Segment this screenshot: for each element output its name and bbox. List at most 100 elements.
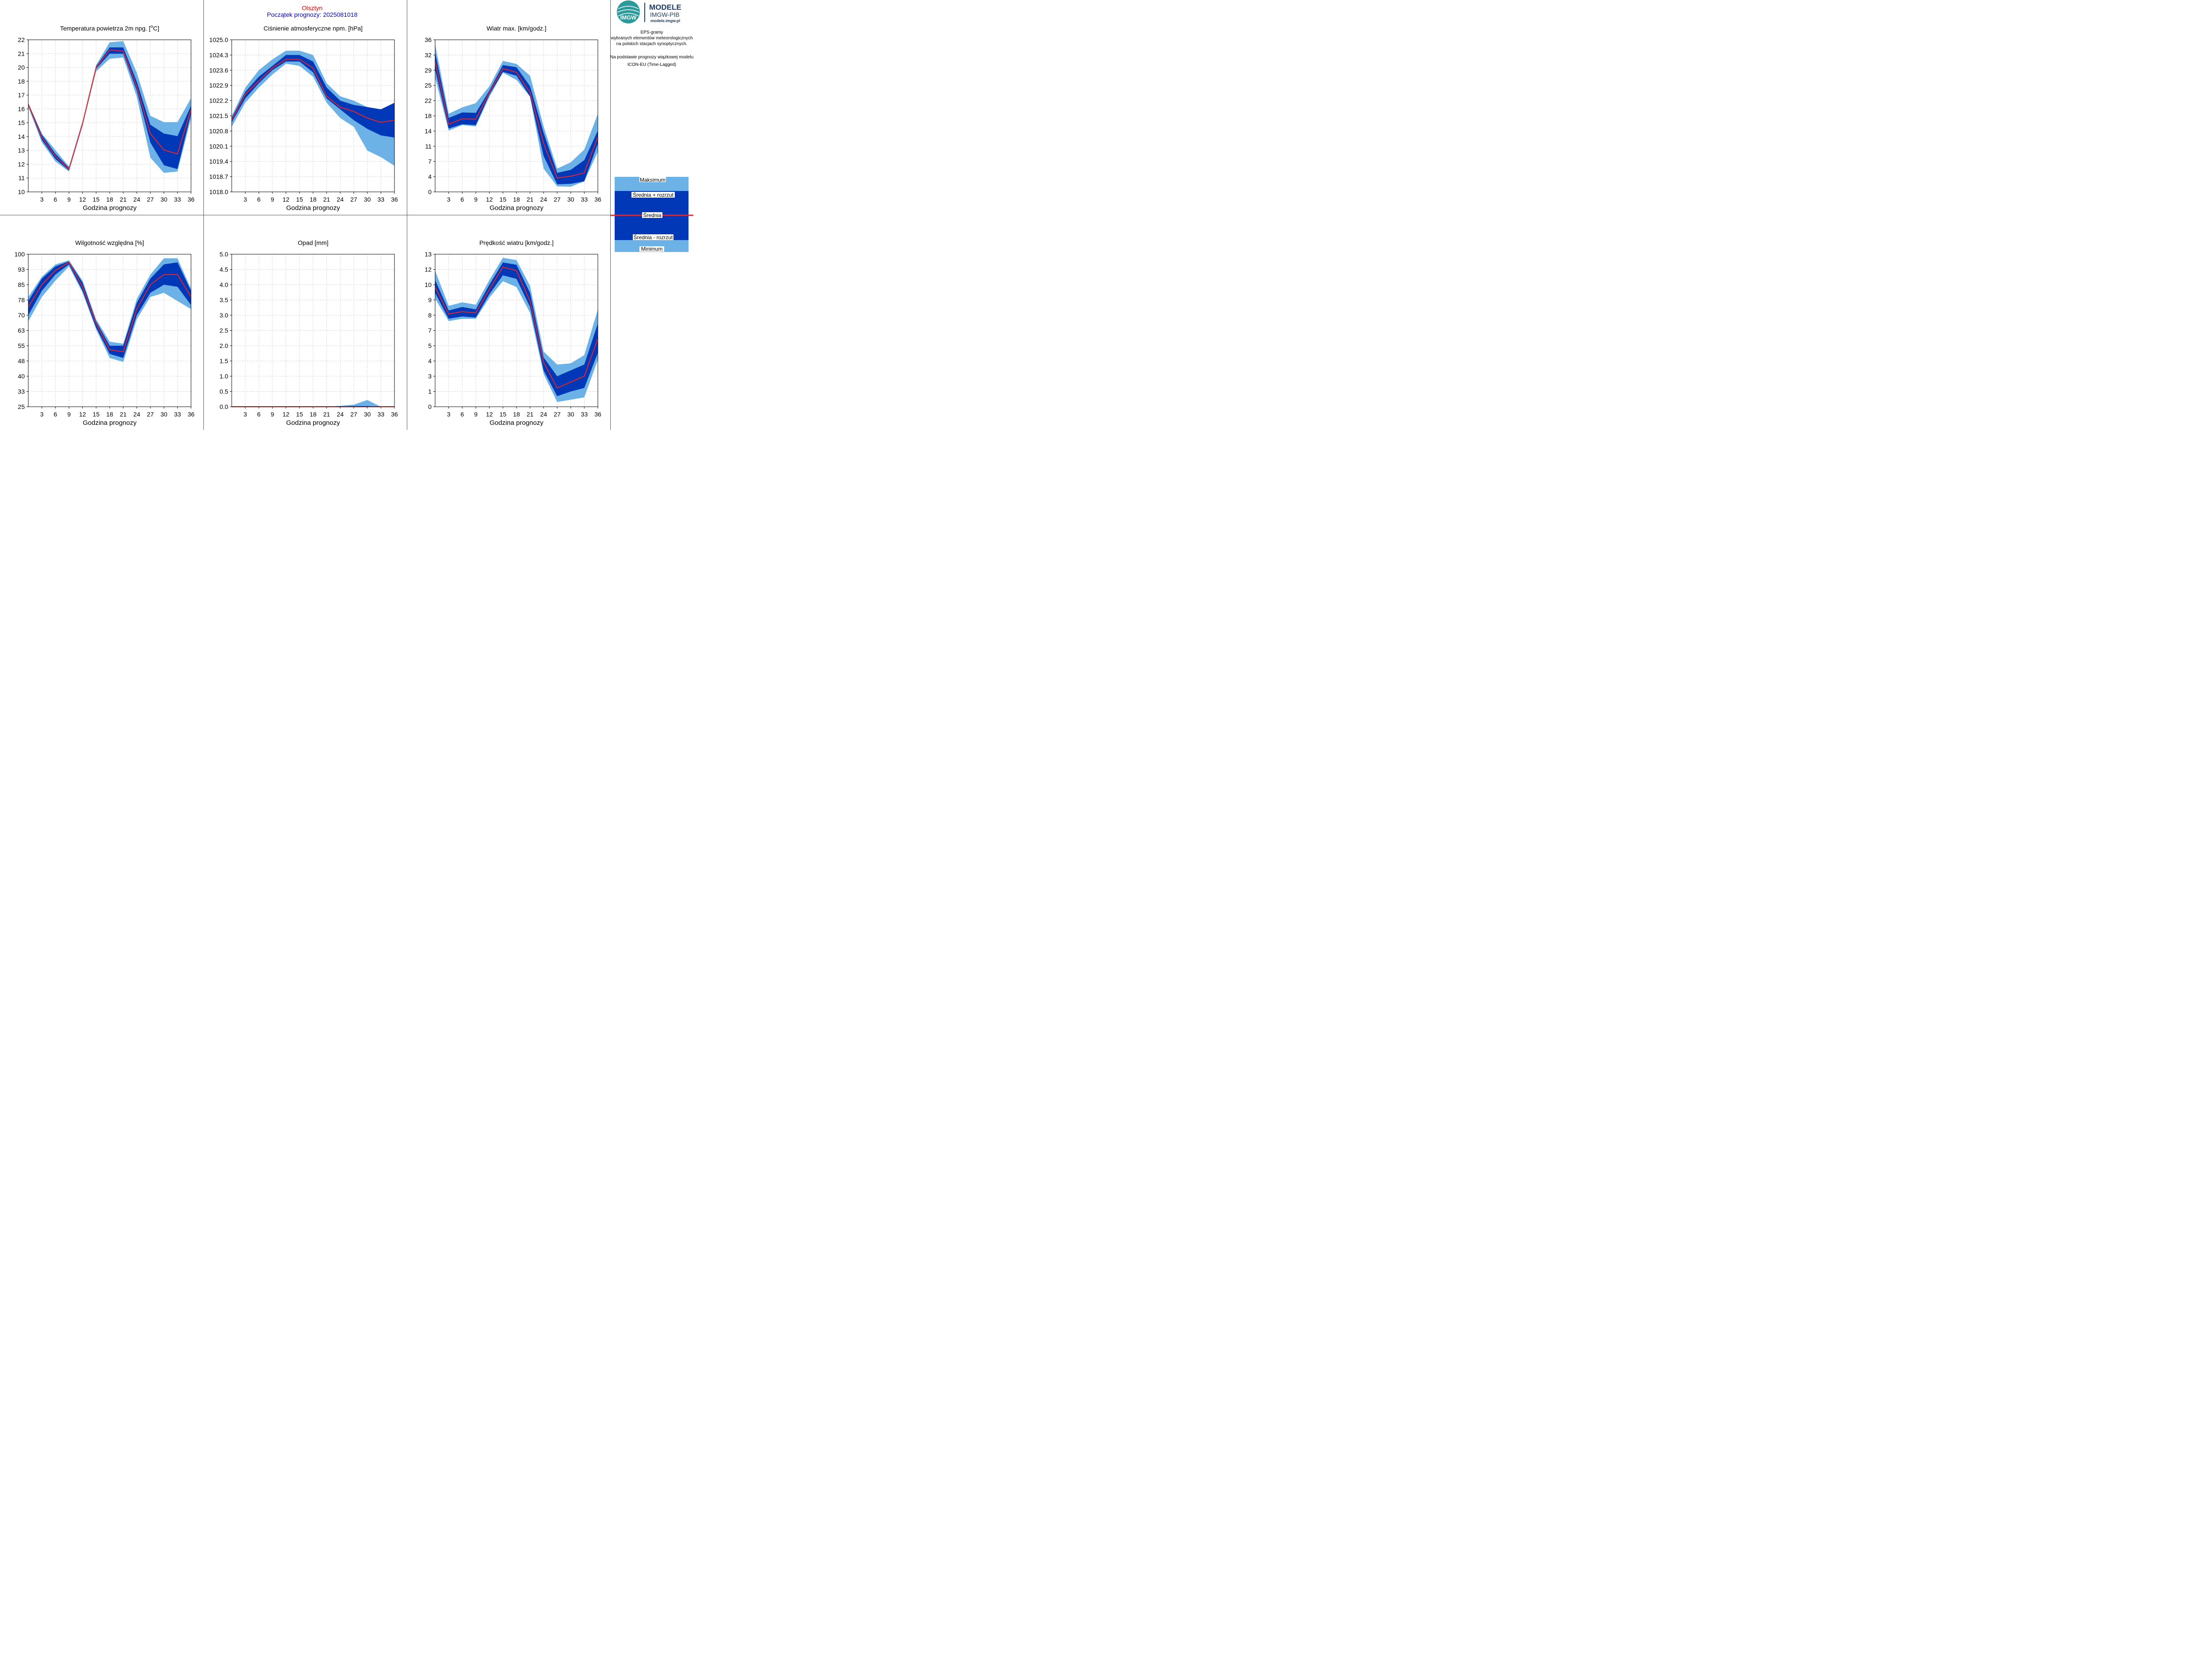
y-tick-label: 3.0 xyxy=(220,312,229,319)
imgw-logo: IMGW MODELE IMGW-PIB modele.imgw.pl xyxy=(617,0,681,23)
chart-title-wilgotno-wzgl-dna: Wilgotność względna [%] xyxy=(75,239,144,246)
y-tick-label: 4.5 xyxy=(220,266,229,273)
x-tick-label: 9 xyxy=(67,411,71,418)
x-tick-label: 33 xyxy=(378,196,385,203)
outer-band-min-max xyxy=(232,400,394,407)
panel-borders xyxy=(0,0,611,430)
x-tick-label: 12 xyxy=(486,196,493,203)
y-tick-label: 8 xyxy=(428,312,432,319)
eps-gram-canvas: Olsztyn Początek prognozy: 2025081018 10… xyxy=(0,0,693,430)
city-name: Olsztyn xyxy=(302,4,323,11)
x-tick-label: 30 xyxy=(567,411,574,418)
x-tick-label: 24 xyxy=(337,196,344,203)
y-tick-label: 9 xyxy=(428,297,432,304)
legend-mean-minus-label: Średnia - rozrzut xyxy=(634,234,673,241)
x-tick-label: 33 xyxy=(174,411,181,418)
x-tick-label: 24 xyxy=(540,196,547,203)
y-tick-label: 29 xyxy=(425,67,432,74)
x-axis-label: Godzina prognozy xyxy=(286,419,340,427)
x-tick-label: 30 xyxy=(364,196,371,203)
y-tick-label: 1020.8 xyxy=(209,127,228,134)
y-tick-label: 7 xyxy=(428,327,432,334)
y-tick-label: 85 xyxy=(18,281,25,288)
x-tick-label: 30 xyxy=(567,196,574,203)
x-tick-label: 36 xyxy=(391,196,398,203)
y-tick-label: 63 xyxy=(18,327,25,334)
chart-panel-2: 1018.0 1018.7 1019.4 1020.1 1020.8 1021.5 1022… xyxy=(209,25,398,212)
legend-max-label: Maksimum xyxy=(640,177,666,183)
x-tick-label: 6 xyxy=(460,196,464,203)
y-tick-label: 0 xyxy=(428,403,432,410)
logo-badge-text: IMGW xyxy=(620,14,637,21)
y-tick-label: 22 xyxy=(425,97,432,104)
inner-band-spread xyxy=(232,55,394,138)
x-tick-label: 24 xyxy=(540,411,547,418)
y-tick-label: 0.0 xyxy=(220,403,229,410)
x-tick-label: 3 xyxy=(40,196,44,203)
plot-frame xyxy=(28,254,191,407)
y-tick-label: 11 xyxy=(18,175,25,182)
x-tick-label: 12 xyxy=(79,196,86,203)
y-tick-label: 1.5 xyxy=(220,358,229,365)
legend-max-bg xyxy=(639,177,666,182)
x-tick-label: 9 xyxy=(271,411,274,418)
x-tick-label: 15 xyxy=(296,411,303,418)
y-tick-label: 12 xyxy=(18,160,25,168)
y-tick-label: 48 xyxy=(18,358,25,365)
chart-title-pr-dko-wiatru-km-godz: Prędkość wiatru [km/godz.] xyxy=(479,239,554,246)
chart-title-temperatura-powietrza-2m-npg-c: Temperatura powietrza 2m npg. [oC] xyxy=(60,24,159,32)
logo-url: modele.imgw.pl xyxy=(650,19,680,23)
x-tick-label: 36 xyxy=(391,411,398,418)
y-tick-label: 36 xyxy=(425,36,432,43)
x-axis-label: Godzina prognozy xyxy=(490,204,543,212)
chart-title-opad-mm: Opad [mm] xyxy=(298,239,328,246)
x-tick-label: 24 xyxy=(337,411,344,418)
y-tick-label: 5.0 xyxy=(220,251,229,258)
y-tick-label: 18 xyxy=(425,112,432,119)
x-tick-label: 9 xyxy=(474,196,478,203)
y-tick-label: 4.0 xyxy=(220,281,229,288)
x-tick-label: 12 xyxy=(283,411,290,418)
y-tick-label: 10 xyxy=(18,188,25,195)
y-tick-label: 100 xyxy=(15,251,25,258)
y-tick-label: 78 xyxy=(18,297,25,304)
legend-mean-plus-bg xyxy=(631,192,675,198)
y-tick-label: 1023.6 xyxy=(209,67,228,74)
x-tick-label: 27 xyxy=(554,196,561,203)
y-tick-label: 1.0 xyxy=(220,373,229,380)
logo-badge xyxy=(617,0,640,23)
x-tick-label: 18 xyxy=(106,411,113,418)
sidebar-line-1: EPS-gramy xyxy=(640,30,663,35)
x-tick-label: 24 xyxy=(134,411,141,418)
x-tick-label: 30 xyxy=(161,196,168,203)
plot-frame xyxy=(231,254,395,407)
y-tick-label: 0.5 xyxy=(220,388,229,395)
y-tick-label: 10 xyxy=(425,281,432,288)
y-tick-label: 12 xyxy=(425,266,432,273)
x-axis-label: Godzina prognozy xyxy=(490,419,543,427)
x-tick-label: 21 xyxy=(120,196,127,203)
x-tick-label: 9 xyxy=(271,196,274,203)
x-tick-label: 21 xyxy=(323,196,330,203)
x-tick-label: 15 xyxy=(93,411,100,418)
sidebar-line-5: Na podstawie prognozy wiązkowej modelu xyxy=(610,55,693,60)
y-tick-label: 25 xyxy=(18,403,25,410)
y-tick-label: 2.5 xyxy=(220,327,229,334)
x-tick-label: 15 xyxy=(500,196,507,203)
logo-title: MODELE xyxy=(649,3,681,11)
y-tick-label: 25 xyxy=(425,82,432,89)
legend-mean-bg xyxy=(642,212,662,218)
x-tick-label: 6 xyxy=(54,196,57,203)
mean-line xyxy=(435,61,598,179)
x-tick-label: 27 xyxy=(147,411,154,418)
y-tick-label: 1025.0 xyxy=(209,36,228,43)
y-tick-label: 1 xyxy=(428,388,432,395)
legend-min-label: Minimum xyxy=(641,246,663,252)
y-tick-label: 0 xyxy=(428,188,432,195)
x-tick-label: 36 xyxy=(594,196,601,203)
x-tick-label: 3 xyxy=(447,196,451,203)
y-tick-label: 3.5 xyxy=(220,297,229,304)
x-tick-label: 18 xyxy=(513,196,520,203)
y-tick-label: 1019.4 xyxy=(209,158,228,165)
logo-wave-2 xyxy=(617,9,640,13)
